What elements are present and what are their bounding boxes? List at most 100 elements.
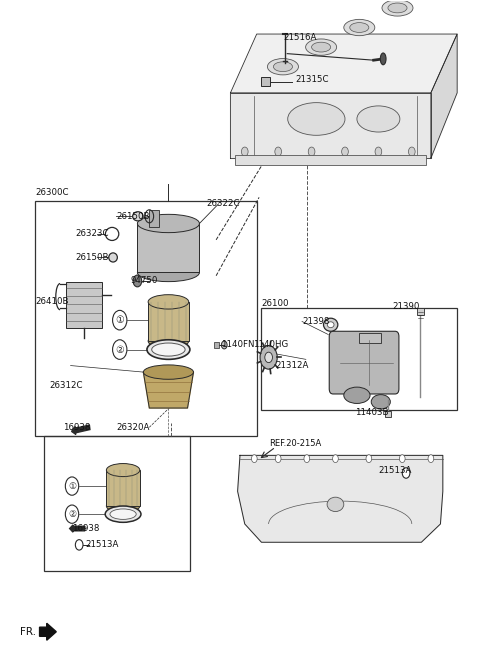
Text: 26150B: 26150B [75,253,109,262]
Ellipse shape [388,3,407,13]
Ellipse shape [327,497,344,512]
Text: 26150B: 26150B [116,212,149,221]
Text: ①: ① [68,482,76,491]
Text: 1140HG: 1140HG [253,340,288,350]
Circle shape [275,147,281,156]
Circle shape [402,468,410,478]
Circle shape [342,147,348,156]
Bar [107,470,140,506]
Bar [214,342,219,348]
Circle shape [428,455,434,462]
Bar [148,302,189,341]
Ellipse shape [380,53,386,65]
Text: 26312C: 26312C [49,381,83,390]
Ellipse shape [274,62,292,72]
Ellipse shape [137,215,199,233]
Ellipse shape [306,39,336,55]
Circle shape [65,477,79,495]
Circle shape [308,147,315,156]
Polygon shape [238,455,443,543]
Text: 1140FN: 1140FN [221,340,254,350]
Circle shape [265,352,273,363]
Ellipse shape [344,387,370,403]
Text: ①: ① [115,315,124,325]
Text: 21390: 21390 [393,302,420,311]
Bar [149,211,159,227]
Bar [262,308,457,409]
Text: 21513A: 21513A [378,466,412,475]
Ellipse shape [105,506,141,522]
Text: 26322C: 26322C [206,199,240,209]
Circle shape [113,340,127,359]
Text: 21398: 21398 [302,317,329,326]
Text: ②: ② [115,344,124,354]
Bar [262,77,270,87]
Ellipse shape [371,395,390,409]
Ellipse shape [132,212,143,221]
Ellipse shape [148,295,189,309]
Ellipse shape [327,322,334,328]
Ellipse shape [107,464,140,477]
Polygon shape [230,93,431,158]
Polygon shape [144,372,193,408]
FancyArrow shape [70,525,85,532]
Circle shape [252,455,257,462]
Text: 26100: 26100 [262,298,289,308]
Ellipse shape [288,102,345,135]
Bar [235,155,426,165]
Ellipse shape [110,509,136,520]
Ellipse shape [267,58,299,75]
Bar [137,224,199,272]
Text: 16938: 16938 [72,524,99,533]
Text: 21513A: 21513A [85,541,118,549]
Circle shape [375,147,382,156]
Polygon shape [39,623,56,640]
Polygon shape [431,34,457,158]
Circle shape [241,147,248,156]
Text: 11403B: 11403B [356,409,389,417]
Text: 21516A: 21516A [283,33,316,42]
Text: 26300C: 26300C [36,188,69,197]
FancyBboxPatch shape [329,331,399,394]
Bar [35,201,257,436]
Circle shape [304,455,310,462]
Circle shape [133,275,142,287]
Text: FR.: FR. [21,626,36,637]
Circle shape [399,455,405,462]
Text: 26320A: 26320A [116,422,149,432]
Circle shape [333,455,338,462]
Text: 26410B: 26410B [36,297,69,306]
Text: 21312A: 21312A [276,361,309,370]
Ellipse shape [107,499,140,512]
Circle shape [276,455,281,462]
Ellipse shape [152,343,185,356]
Ellipse shape [344,20,375,35]
Bar [44,436,190,571]
Circle shape [408,147,415,156]
Ellipse shape [382,0,413,16]
Ellipse shape [357,106,400,132]
Polygon shape [230,34,457,93]
Circle shape [221,341,227,349]
FancyArrow shape [72,425,90,434]
Text: REF.20-215A: REF.20-215A [269,439,321,448]
Ellipse shape [109,253,117,262]
Circle shape [260,346,277,369]
Ellipse shape [147,340,190,359]
Bar [384,411,391,417]
Ellipse shape [148,334,189,348]
Ellipse shape [324,318,338,331]
Bar [66,282,102,328]
Bar [360,333,381,343]
Ellipse shape [350,22,369,32]
Text: ②: ② [68,510,76,519]
Bar [417,308,424,315]
Circle shape [113,310,127,330]
Circle shape [65,505,79,523]
Text: 94750: 94750 [130,276,157,285]
Ellipse shape [144,365,193,379]
Circle shape [366,455,372,462]
Text: 21315C: 21315C [295,75,328,84]
Ellipse shape [137,263,199,281]
Text: 16938: 16938 [63,422,91,432]
